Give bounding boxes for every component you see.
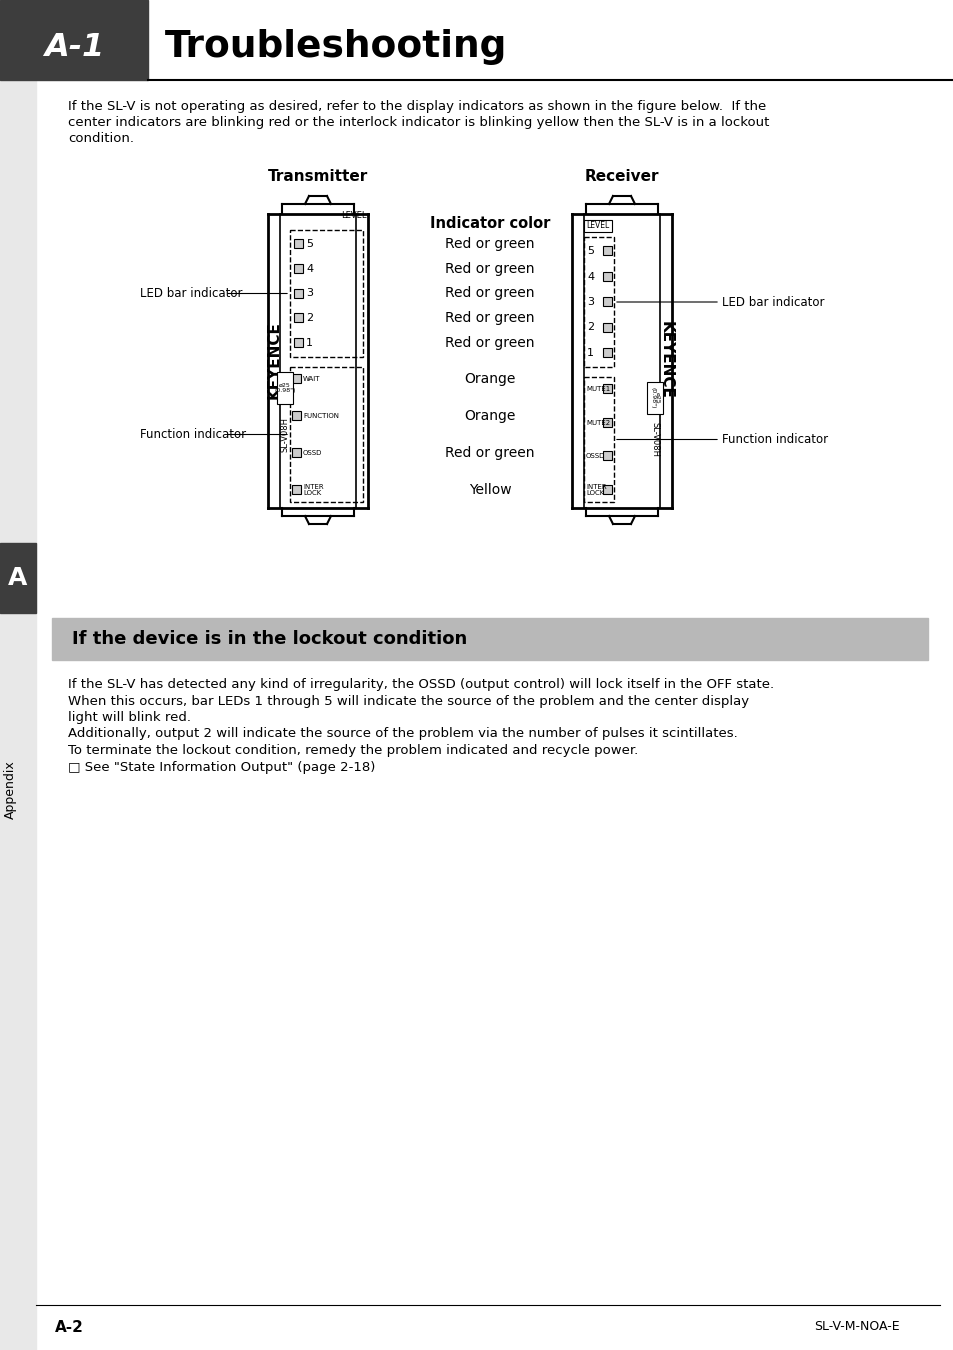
- Text: SL-V-M-NOA-E: SL-V-M-NOA-E: [814, 1320, 899, 1334]
- Bar: [0, 0, 148, 80]
- Bar: [602, 348, 612, 356]
- Text: KEYENCE: KEYENCE: [266, 321, 281, 400]
- Text: KEYENCE: KEYENCE: [658, 321, 673, 400]
- Bar: [602, 451, 612, 460]
- Text: A-2: A-2: [55, 1319, 84, 1335]
- Text: LED bar indicator: LED bar indicator: [721, 296, 823, 309]
- Text: LEVEL: LEVEL: [586, 221, 609, 231]
- Text: Indicator color: Indicator color: [430, 216, 550, 231]
- Text: ø25
(0.98"): ø25 (0.98"): [650, 387, 659, 409]
- Text: condition.: condition.: [68, 132, 133, 144]
- Text: 2: 2: [586, 323, 594, 332]
- Text: Troubleshooting: Troubleshooting: [165, 28, 507, 65]
- Bar: [602, 323, 612, 332]
- Text: FUNCTION: FUNCTION: [303, 413, 338, 418]
- Text: light will blink red.: light will blink red.: [68, 711, 191, 724]
- Text: Function indicator: Function indicator: [721, 433, 827, 446]
- Text: □ See "State Information Output" (page 2-18): □ See "State Information Output" (page 2…: [68, 760, 375, 774]
- Text: OSSD: OSSD: [585, 454, 605, 459]
- Bar: [602, 485, 612, 494]
- Text: Red or green: Red or green: [445, 262, 535, 275]
- Text: 3: 3: [306, 289, 313, 298]
- Bar: [290, 230, 363, 356]
- Text: 5: 5: [306, 239, 313, 248]
- Text: 1: 1: [586, 348, 594, 358]
- Text: A: A: [9, 566, 28, 590]
- Bar: [602, 383, 612, 393]
- Bar: [294, 313, 303, 323]
- Bar: [0, 543, 36, 613]
- Bar: [602, 246, 612, 255]
- Bar: [294, 289, 303, 297]
- Text: Red or green: Red or green: [445, 238, 535, 251]
- Text: Function indicator: Function indicator: [140, 428, 246, 441]
- Text: 5: 5: [586, 246, 594, 256]
- Bar: [602, 297, 612, 306]
- Text: If the SL-V is not operating as desired, refer to the display indicators as show: If the SL-V is not operating as desired,…: [68, 100, 765, 113]
- Text: LED bar indicator: LED bar indicator: [140, 288, 242, 300]
- Text: INTER
LOCK: INTER LOCK: [585, 485, 606, 495]
- Bar: [294, 263, 303, 273]
- Bar: [292, 485, 301, 494]
- Text: Red or green: Red or green: [445, 446, 535, 460]
- Text: When this occurs, bar LEDs 1 through 5 will indicate the source of the problem a: When this occurs, bar LEDs 1 through 5 w…: [68, 694, 748, 707]
- Text: MUTE1: MUTE1: [585, 386, 610, 391]
- Text: INTER
LOCK: INTER LOCK: [303, 485, 323, 495]
- Bar: [583, 238, 614, 367]
- Text: SL-V08H: SL-V08H: [280, 417, 289, 451]
- Text: MUTE2: MUTE2: [585, 420, 610, 425]
- Text: 1: 1: [306, 338, 313, 348]
- Text: Red or green: Red or green: [445, 336, 535, 350]
- Text: Orange: Orange: [464, 409, 516, 423]
- Text: To terminate the lockout condition, remedy the problem indicated and recycle pow: To terminate the lockout condition, reme…: [68, 744, 638, 757]
- Text: 4: 4: [586, 271, 594, 282]
- Text: 3: 3: [586, 297, 594, 306]
- Bar: [294, 239, 303, 248]
- Text: Additionally, output 2 will indicate the source of the problem via the number of: Additionally, output 2 will indicate the…: [68, 728, 737, 741]
- Bar: [646, 382, 662, 414]
- Bar: [583, 377, 614, 502]
- Text: Receiver: Receiver: [584, 169, 659, 184]
- Text: ø25
(0.98"): ø25 (0.98"): [274, 383, 295, 393]
- Bar: [292, 410, 301, 420]
- Text: 4: 4: [306, 263, 313, 274]
- Text: Orange: Orange: [464, 373, 516, 386]
- Bar: [583, 220, 612, 232]
- Text: SL-V08H: SL-V08H: [650, 421, 659, 456]
- Text: A-1: A-1: [44, 32, 104, 63]
- Text: Red or green: Red or green: [445, 312, 535, 325]
- Text: If the device is in the lockout condition: If the device is in the lockout conditio…: [71, 630, 467, 648]
- Text: Transmitter: Transmitter: [268, 169, 368, 184]
- Text: center indicators are blinking red or the interlock indicator is blinking yellow: center indicators are blinking red or th…: [68, 116, 768, 130]
- Text: Red or green: Red or green: [445, 286, 535, 301]
- Bar: [52, 618, 927, 660]
- Bar: [292, 448, 301, 458]
- Bar: [292, 374, 301, 383]
- Bar: [602, 417, 612, 427]
- Text: 2: 2: [306, 313, 313, 323]
- Bar: [602, 271, 612, 281]
- Bar: [290, 367, 363, 502]
- Text: WAIT: WAIT: [303, 377, 320, 382]
- Text: Appendix: Appendix: [4, 760, 16, 819]
- Bar: [294, 338, 303, 347]
- Text: Yellow: Yellow: [468, 483, 511, 497]
- Bar: [0, 80, 36, 1350]
- Bar: [276, 373, 293, 404]
- Text: If the SL-V has detected any kind of irregularity, the OSSD (output control) wil: If the SL-V has detected any kind of irr…: [68, 678, 773, 691]
- Text: LEVEL: LEVEL: [341, 211, 366, 220]
- Text: OSSD: OSSD: [303, 450, 322, 456]
